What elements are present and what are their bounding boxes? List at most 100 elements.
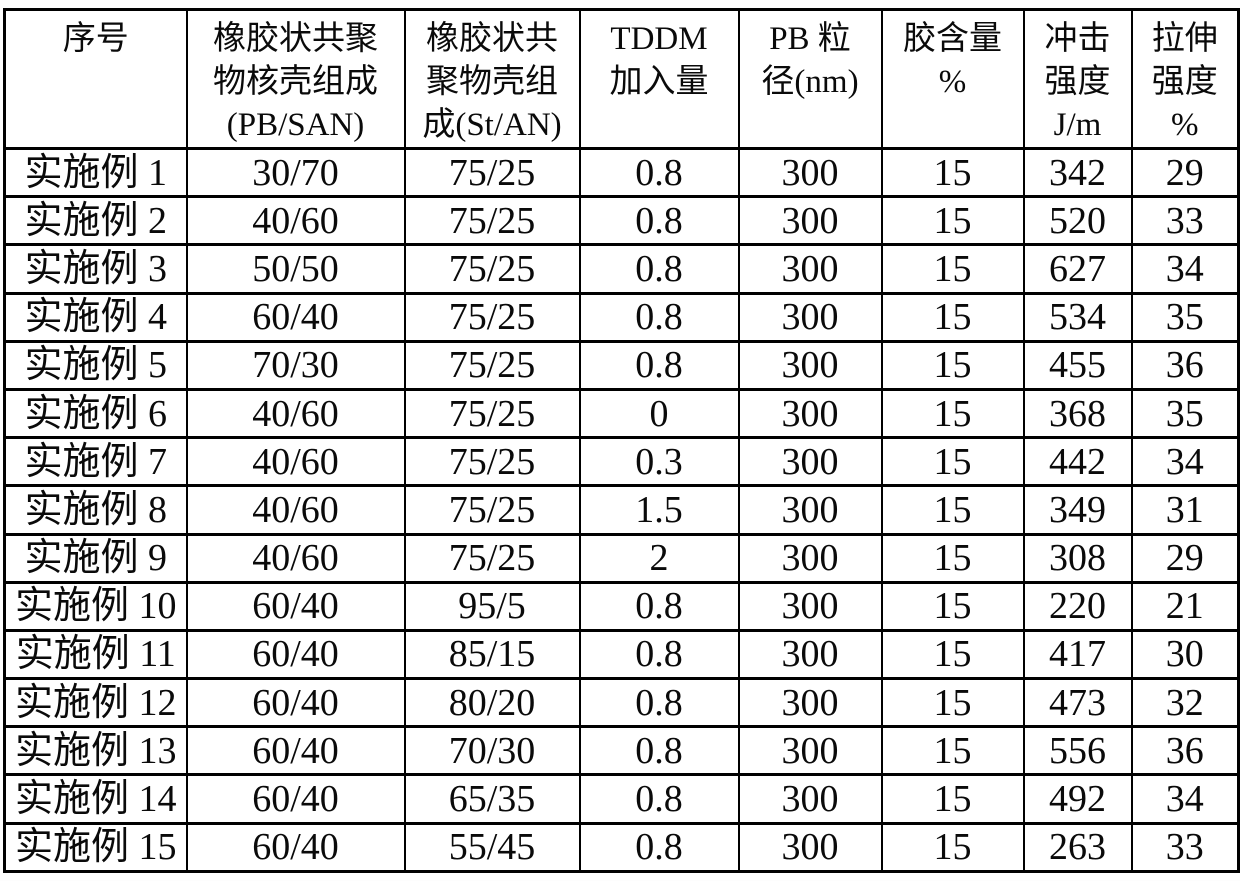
table-cell-core-shell-composition: 60/40	[185, 773, 406, 825]
table-cell-pb-particle-size: 300	[737, 484, 883, 536]
table-cell-impact-strength: 368	[1022, 387, 1133, 440]
column-header-line: 强度	[1151, 64, 1218, 100]
table-row-example-12: 实施例 12 60/40 80/20 0.8 300 15 473 32	[3, 677, 1240, 729]
column-header-shell-composition: 橡胶状共聚物壳组成(St/AN)	[403, 8, 581, 150]
table-cell-rubber-content: 15	[880, 436, 1025, 488]
table-cell-impact-strength: 342	[1022, 146, 1133, 199]
table-row-example-13: 实施例 13 60/40 70/30 0.8 300 15 556 36	[3, 725, 1240, 777]
column-header-line: 胶含量	[903, 21, 1002, 57]
table-cell-core-shell-composition: 60/40	[185, 628, 406, 681]
table-cell-rubber-content: 15	[880, 146, 1025, 199]
column-header-line: PB 粒	[769, 21, 851, 57]
table-cell-tensile-strength: 36	[1130, 725, 1240, 777]
table-cell-tensile-strength: 29	[1130, 532, 1240, 584]
table-cell-tddm-amount: 0.8	[578, 291, 740, 343]
table-cell-tensile-strength: 29	[1130, 146, 1240, 199]
table-cell-rubber-content: 15	[880, 677, 1025, 729]
table-cell-shell-composition: 75/25	[403, 195, 581, 247]
table-cell-pb-particle-size: 300	[737, 291, 883, 343]
table-cell-pb-particle-size: 300	[737, 725, 883, 777]
table-cell-serial: 实施例 15	[3, 821, 188, 874]
column-header-line: 加入量	[609, 64, 709, 100]
column-header-serial: 序号	[3, 8, 188, 150]
table-cell-tddm-amount: 0.8	[578, 628, 740, 681]
table-row-example-10: 实施例 10 60/40 95/5 0.8 300 15 220 21	[3, 580, 1240, 632]
table-cell-shell-composition: 55/45	[403, 821, 581, 874]
column-header-line: 径(nm)	[761, 64, 859, 100]
table-cell-pb-particle-size: 300	[737, 339, 883, 391]
table-cell-tensile-strength: 33	[1130, 821, 1240, 874]
table-cell-shell-composition: 65/35	[403, 773, 581, 825]
table-row-example-15: 实施例 15 60/40 55/45 0.8 300 15 263 33	[3, 821, 1240, 874]
table-cell-serial: 实施例 10	[3, 580, 188, 632]
table-cell-impact-strength: 442	[1022, 436, 1133, 488]
table-cell-serial: 实施例 3	[3, 243, 188, 295]
table-cell-rubber-content: 15	[880, 628, 1025, 681]
table-cell-core-shell-composition: 70/30	[185, 339, 406, 391]
table-cell-shell-composition: 75/25	[403, 146, 581, 199]
column-header-pb-particle-size: PB 粒径(nm)	[737, 8, 883, 150]
table-cell-serial: 实施例 4	[3, 291, 188, 343]
table-cell-rubber-content: 15	[880, 291, 1025, 343]
table-cell-pb-particle-size: 300	[737, 146, 883, 199]
table-cell-core-shell-composition: 50/50	[185, 243, 406, 295]
table-cell-pb-particle-size: 300	[737, 532, 883, 584]
table-cell-shell-composition: 75/25	[403, 291, 581, 343]
table-row-example-2: 实施例 2 40/60 75/25 0.8 300 15 520 33	[3, 195, 1240, 247]
table-header-row: 序号 橡胶状共聚 物核壳组成 (PB/SAN) 橡胶状共 聚物壳组 成(St/AN) TDDM…	[3, 8, 1240, 150]
table-row-example-1: 实施例 1 30/70 75/25 0.8 300 15 342 29	[3, 146, 1240, 199]
table-cell-rubber-content: 15	[880, 243, 1025, 295]
table-cell-impact-strength: 349	[1022, 484, 1133, 536]
column-header-line: 成(St/AN)	[422, 107, 562, 143]
table-cell-pb-particle-size: 300	[737, 821, 883, 874]
column-header-tddm-amount: TDDM 加入量	[578, 8, 740, 150]
table-cell-rubber-content: 15	[880, 195, 1025, 247]
table-cell-serial: 实施例 9	[3, 532, 188, 584]
table-row-example-6: 实施例 6 40/60 75/25 0 300 15 368 35	[3, 387, 1240, 440]
table-cell-tddm-amount: 0.3	[578, 436, 740, 488]
table-cell-core-shell-composition: 60/40	[185, 725, 406, 777]
table-cell-core-shell-composition: 60/40	[185, 580, 406, 632]
column-header-line: 拉伸	[1151, 21, 1218, 57]
table-row-example-14: 实施例 14 60/40 65/35 0.8 300 15 492 34	[3, 773, 1240, 825]
table-cell-serial: 实施例 5	[3, 339, 188, 391]
table-cell-core-shell-composition: 60/40	[185, 291, 406, 343]
column-header-line: 序号	[62, 21, 129, 57]
table-cell-tensile-strength: 34	[1130, 243, 1240, 295]
table-cell-pb-particle-size: 300	[737, 243, 883, 295]
table-row-example-3: 实施例 3 50/50 75/25 0.8 300 15 627 34	[3, 243, 1240, 295]
table-cell-pb-particle-size: 300	[737, 677, 883, 729]
table-cell-serial: 实施例 13	[3, 725, 188, 777]
table-cell-impact-strength: 520	[1022, 195, 1133, 247]
table-row-example-11: 实施例 11 60/40 85/15 0.8 300 15 417 30	[3, 628, 1240, 681]
table-cell-impact-strength: 308	[1022, 532, 1133, 584]
table-cell-core-shell-composition: 40/60	[185, 436, 406, 488]
table-cell-core-shell-composition: 40/60	[185, 484, 406, 536]
table-cell-shell-composition: 75/25	[403, 243, 581, 295]
column-header-line: 聚物壳组	[426, 64, 558, 100]
table-cell-tddm-amount: 0.8	[578, 821, 740, 874]
table-cell-tensile-strength: 32	[1130, 677, 1240, 729]
table-cell-tddm-amount: 0.8	[578, 725, 740, 777]
column-header-line: (PB/SAN)	[226, 107, 365, 143]
table-row-example-8: 实施例 8 40/60 75/25 1.5 300 15 349 31	[3, 484, 1240, 536]
table-cell-shell-composition: 95/5	[403, 580, 581, 632]
table-cell-tddm-amount: 0.8	[578, 195, 740, 247]
column-header-impact-strength: 冲击 强度 J/m	[1022, 8, 1133, 150]
column-header-line: 橡胶状共	[426, 21, 558, 57]
table-cell-tensile-strength: 36	[1130, 339, 1240, 391]
table-cell-impact-strength: 220	[1022, 580, 1133, 632]
table-cell-rubber-content: 15	[880, 725, 1025, 777]
table-cell-serial: 实施例 7	[3, 436, 188, 488]
table-cell-rubber-content: 15	[880, 773, 1025, 825]
table-cell-core-shell-composition: 40/60	[185, 387, 406, 440]
table-cell-impact-strength: 534	[1022, 291, 1133, 343]
table-row-example-5: 实施例 5 70/30 75/25 0.8 300 15 455 36	[3, 339, 1240, 391]
table-cell-serial: 实施例 12	[3, 677, 188, 729]
table-cell-shell-composition: 70/30	[403, 725, 581, 777]
table-cell-shell-composition: 75/25	[403, 484, 581, 536]
column-header-line: %	[1171, 107, 1199, 143]
table-cell-core-shell-composition: 40/60	[185, 532, 406, 584]
table-cell-pb-particle-size: 300	[737, 195, 883, 247]
table-cell-rubber-content: 15	[880, 339, 1025, 391]
